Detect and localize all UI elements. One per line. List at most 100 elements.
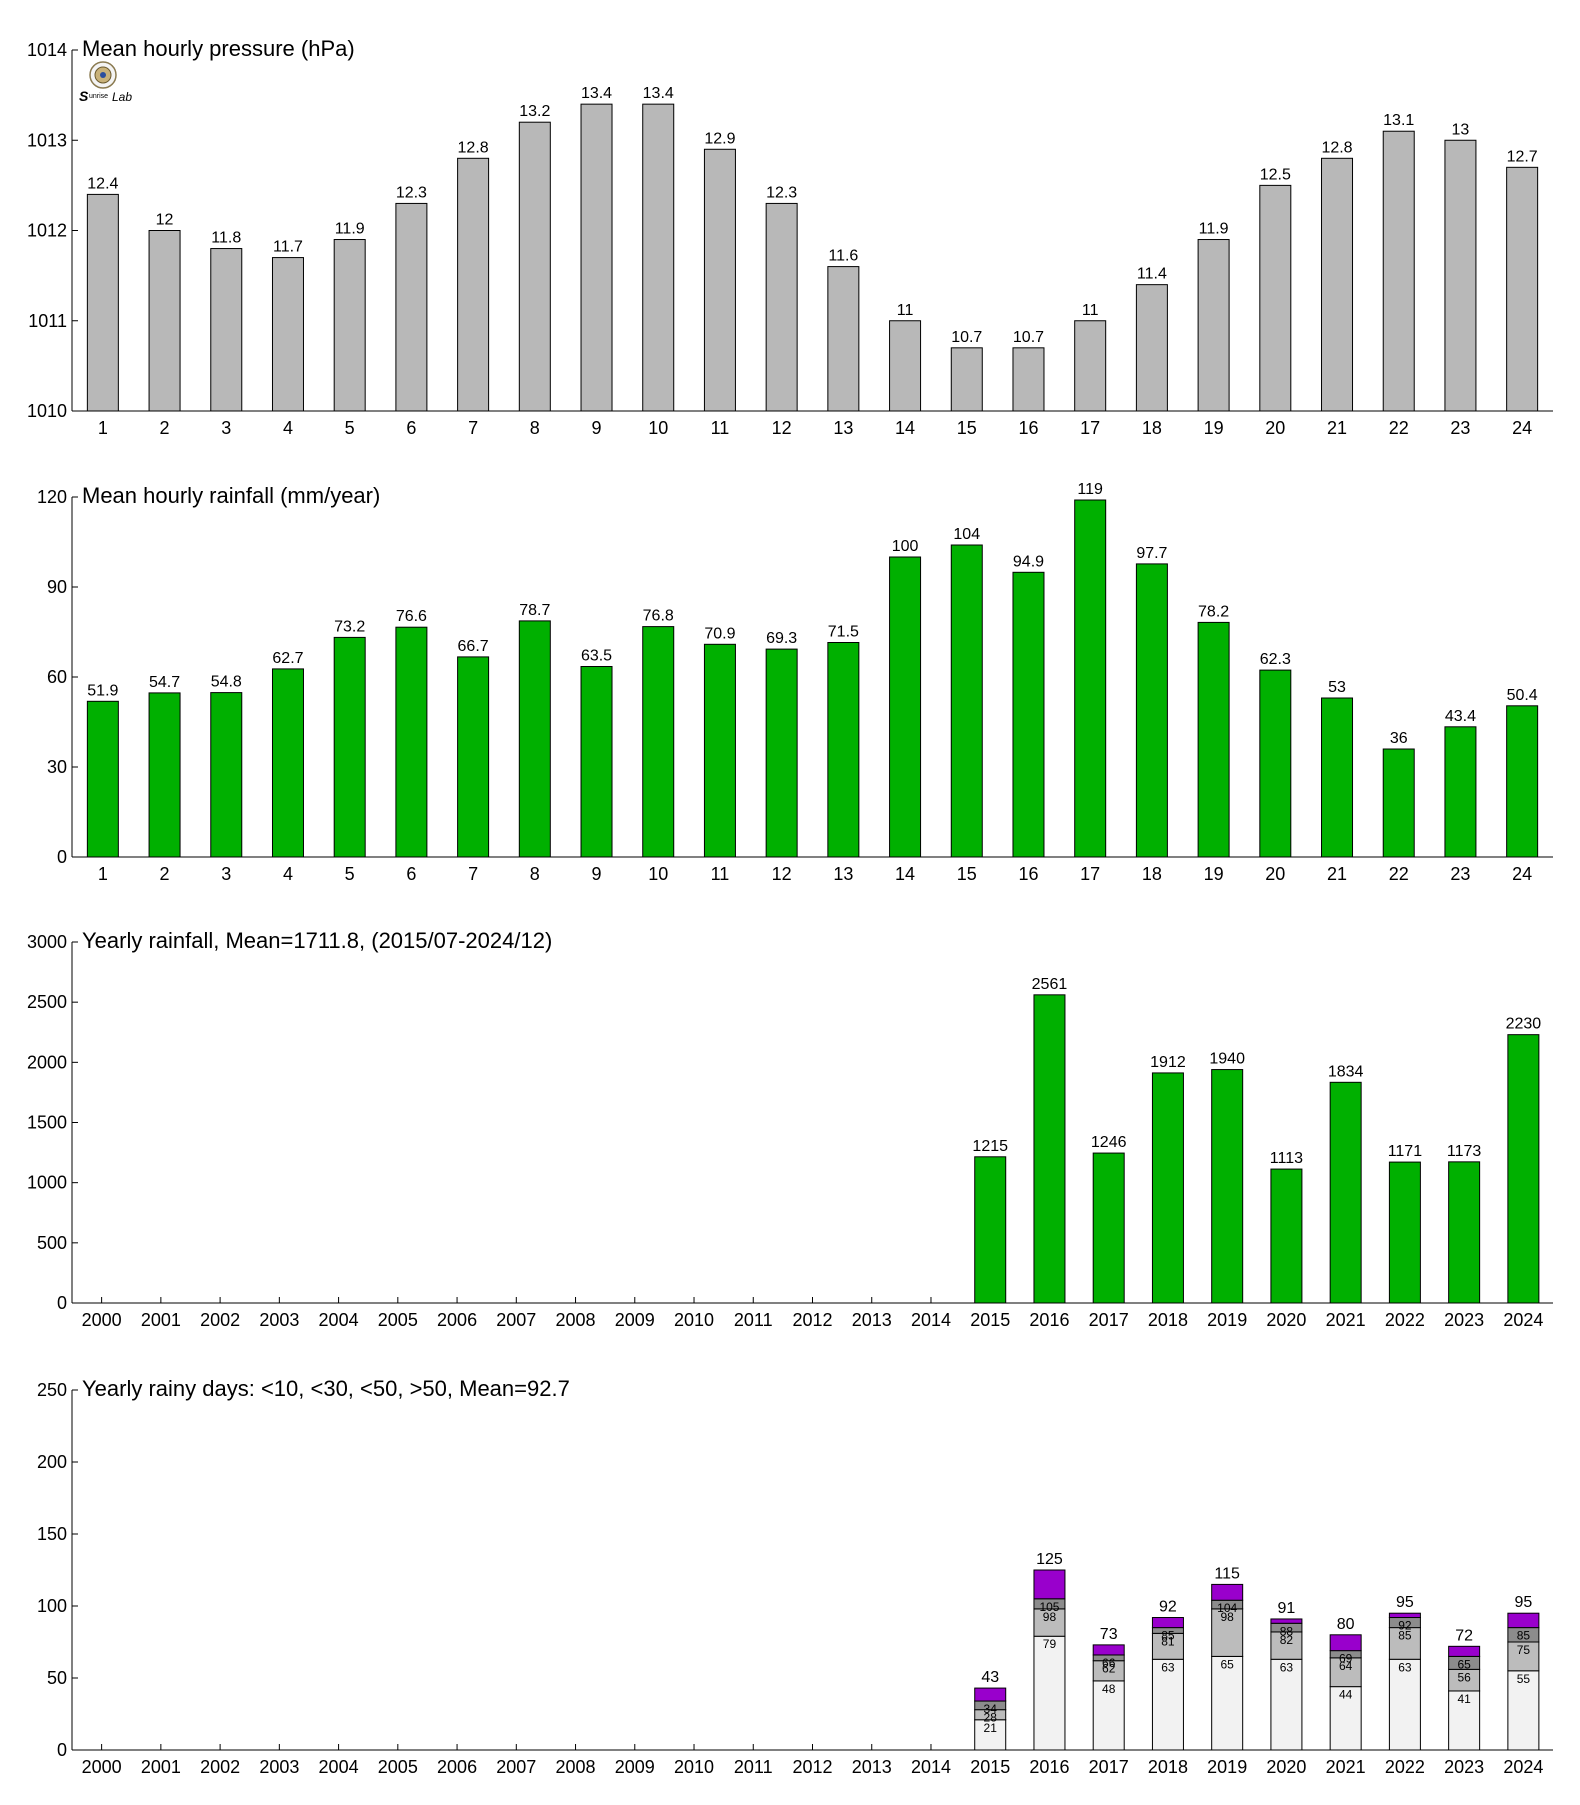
- bar: [1092, 1152, 1125, 1304]
- panel-yearly-rainy-days: Yearly rainy days: <10, <30, <50, >50, M…: [37, 1376, 1553, 1777]
- bar: [271, 257, 304, 412]
- x-tick-label: 2014: [911, 1757, 951, 1777]
- x-tick-label: 2001: [141, 1310, 181, 1330]
- bar: [1012, 347, 1045, 412]
- stack-segment: [1033, 1569, 1066, 1600]
- segment-label: 79: [1043, 1637, 1057, 1651]
- bar: [518, 121, 551, 412]
- bar: [1321, 697, 1354, 858]
- x-tick-label: 6: [406, 864, 416, 884]
- bar-value-label: 70.9: [704, 625, 735, 642]
- x-tick-label: 15: [957, 864, 977, 884]
- bar: [1033, 994, 1066, 1304]
- bar: [703, 148, 736, 412]
- bar-value-label: 51.9: [87, 682, 118, 699]
- x-tick-label: 2019: [1207, 1310, 1247, 1330]
- stack-total-label: 73: [1100, 1626, 1118, 1643]
- x-tick-label: 21: [1327, 864, 1347, 884]
- segment-label: 65: [1457, 1657, 1471, 1671]
- x-tick-label: 2005: [378, 1757, 418, 1777]
- segment-label: 48: [1102, 1682, 1116, 1696]
- bar: [1321, 157, 1354, 412]
- stack-segment: [1092, 1644, 1125, 1656]
- y-tick-label: 1500: [27, 1113, 67, 1133]
- bar-value-label: 76.6: [396, 608, 427, 625]
- bar-value-label: 13.1: [1383, 112, 1414, 129]
- stack-segment: [1211, 1583, 1244, 1601]
- segment-label: 98: [1221, 1610, 1235, 1624]
- bar: [889, 320, 922, 412]
- x-tick-label: 2013: [852, 1310, 892, 1330]
- bar: [642, 103, 675, 412]
- stack-segment: [1507, 1641, 1540, 1672]
- bar-value-label: 50.4: [1507, 687, 1538, 704]
- bar: [1012, 571, 1045, 858]
- bar-value-label: 11.9: [335, 221, 365, 238]
- y-tick-label: 0: [57, 1740, 67, 1760]
- stack-segment: [1448, 1690, 1481, 1751]
- bar: [703, 643, 736, 858]
- x-tick-label: 2004: [319, 1757, 359, 1777]
- bar-value-label: 66.7: [458, 638, 489, 655]
- x-tick-label: 2011: [734, 1310, 773, 1330]
- stack-total-label: 95: [1514, 1594, 1532, 1611]
- bar-value-label: 1246: [1091, 1134, 1127, 1151]
- x-tick-label: 23: [1450, 418, 1470, 438]
- stack-total-label: 80: [1337, 1616, 1355, 1633]
- x-tick-label: 2007: [496, 1757, 536, 1777]
- x-tick-label: 2002: [200, 1757, 240, 1777]
- bar: [1135, 284, 1168, 412]
- stack-total-label: 95: [1396, 1594, 1414, 1611]
- stack-total-label: 92: [1159, 1599, 1177, 1616]
- bar-value-label: 36: [1390, 730, 1408, 747]
- stack-total-label: 72: [1455, 1627, 1473, 1644]
- x-tick-label: 2009: [615, 1757, 655, 1777]
- stack-total-label: 43: [981, 1669, 999, 1686]
- stack-total-label: 125: [1036, 1551, 1063, 1568]
- bar: [1259, 184, 1292, 412]
- x-tick-label: 2011: [734, 1757, 773, 1777]
- y-tick-label: 30: [47, 757, 67, 777]
- bar: [827, 266, 860, 412]
- bar: [457, 656, 490, 858]
- x-tick-label: 3: [221, 864, 231, 884]
- y-tick-label: 150: [37, 1524, 67, 1544]
- bar: [1151, 1072, 1184, 1304]
- x-tick-label: 2024: [1503, 1757, 1543, 1777]
- segment-label: 41: [1457, 1692, 1471, 1706]
- stack-segment: [1388, 1658, 1421, 1751]
- bar-value-label: 10.7: [1013, 329, 1044, 346]
- bar-value-label: 1834: [1328, 1063, 1364, 1080]
- bar: [148, 230, 181, 412]
- segment-label: 81: [1161, 1634, 1175, 1648]
- x-tick-label: 5: [345, 418, 355, 438]
- lab-logo: S unrise Lab: [78, 60, 138, 106]
- bar-value-label: 11: [897, 302, 914, 319]
- segment-label: 92: [1398, 1619, 1412, 1633]
- stack-total-label: 115: [1214, 1565, 1240, 1582]
- bar-value-label: 12.5: [1260, 166, 1291, 183]
- x-tick-label: 2003: [259, 1757, 299, 1777]
- segment-label: 69: [1339, 1652, 1353, 1666]
- x-tick-label: 2024: [1503, 1310, 1543, 1330]
- x-tick-label: 2002: [200, 1310, 240, 1330]
- bar-value-label: 73.2: [334, 618, 365, 635]
- bar-value-label: 2230: [1506, 1016, 1542, 1033]
- segment-label: 63: [1280, 1660, 1294, 1674]
- x-tick-label: 4: [283, 864, 293, 884]
- bar-value-label: 12.8: [1321, 139, 1352, 156]
- x-tick-label: 2008: [556, 1310, 596, 1330]
- bar-value-label: 78.2: [1198, 603, 1229, 620]
- bar: [1388, 1161, 1421, 1304]
- bar-value-label: 54.7: [149, 674, 180, 691]
- bar: [86, 700, 119, 858]
- x-tick-label: 1: [98, 418, 108, 438]
- chart-title: Mean hourly pressure (hPa): [82, 36, 355, 61]
- x-tick-label: 2023: [1444, 1310, 1484, 1330]
- x-tick-label: 13: [833, 864, 853, 884]
- x-tick-label: 19: [1204, 864, 1224, 884]
- x-tick-label: 2018: [1148, 1757, 1188, 1777]
- segment-label: 64: [1339, 1659, 1353, 1673]
- y-tick-label: 3000: [27, 932, 67, 952]
- segment-label: 63: [1398, 1660, 1412, 1674]
